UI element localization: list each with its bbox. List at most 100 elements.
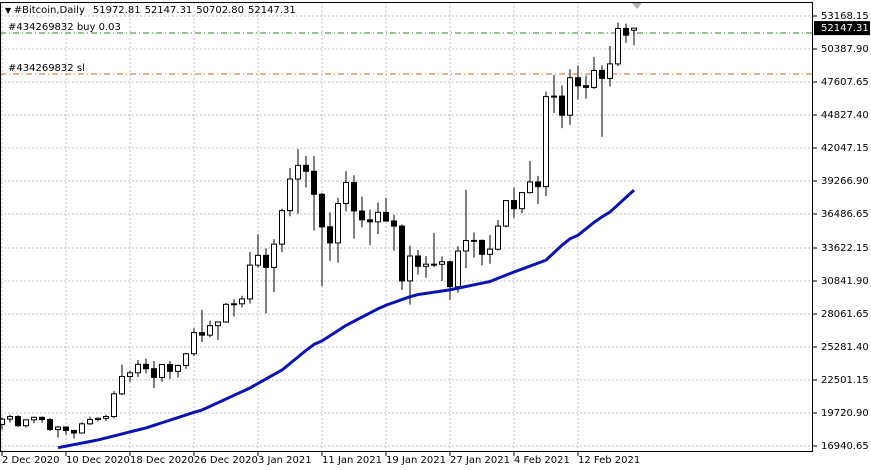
candle-body xyxy=(375,211,381,223)
y-tick-label: 22501.15 xyxy=(821,375,869,386)
high-value: 52147.31 xyxy=(145,5,193,16)
candle-body xyxy=(487,248,493,255)
menu-arrow: ▼ xyxy=(5,6,14,15)
y-tick-label: 16940.65 xyxy=(821,441,869,452)
x-tick-label: 18 Dec 2020 xyxy=(130,455,194,466)
candle-body xyxy=(7,416,13,420)
candle-body xyxy=(519,192,525,210)
candle-body xyxy=(231,303,237,306)
candle-body xyxy=(303,164,309,172)
candle-body xyxy=(455,250,461,288)
candle-body xyxy=(359,210,365,221)
price-tag: 52147.31 xyxy=(821,23,869,34)
candle-body xyxy=(135,363,141,374)
candle-body xyxy=(391,220,397,227)
candle-body xyxy=(511,200,517,210)
candle-body xyxy=(431,263,437,266)
candle-body xyxy=(263,254,269,268)
x-tick-label: 10 Dec 2020 xyxy=(66,455,130,466)
candle-body xyxy=(559,95,565,116)
candle-body xyxy=(223,303,229,323)
y-tick-label: 19720.90 xyxy=(821,408,869,419)
candle-body xyxy=(591,69,597,88)
y-tick-label: 53168.15 xyxy=(821,11,869,22)
candle-body xyxy=(215,321,221,327)
y-tick-label: 25281.40 xyxy=(821,342,869,353)
candle-body xyxy=(471,239,477,242)
candle-body xyxy=(287,178,293,212)
candle-body xyxy=(95,417,101,420)
candle-body xyxy=(63,426,69,431)
low-value: 50702.80 xyxy=(196,5,244,16)
price-tag-bg xyxy=(814,21,870,36)
order-label: #434269832 buy 0.03 xyxy=(8,22,121,33)
candle-body xyxy=(0,418,5,425)
candle-body xyxy=(503,200,509,227)
candle-body xyxy=(535,181,541,188)
candle-body xyxy=(191,332,197,355)
x-tick-label: 27 Jan 2021 xyxy=(450,455,510,466)
y-tick-label: 28061.65 xyxy=(821,309,869,320)
candle-body xyxy=(15,416,21,427)
candle-body xyxy=(143,363,149,370)
shift-marker xyxy=(632,3,642,9)
candle-body xyxy=(543,96,549,188)
candle-body xyxy=(407,255,413,282)
x-tick-label: 11 Jan 2021 xyxy=(322,455,382,466)
candle-body xyxy=(175,364,181,372)
x-tick-label: 26 Dec 2020 xyxy=(194,455,258,466)
candle-body xyxy=(439,261,445,265)
open-value: 51972.81 xyxy=(93,5,141,16)
candle-body xyxy=(567,77,573,116)
candle-body xyxy=(575,77,581,87)
candle-body xyxy=(447,261,453,288)
candle-body xyxy=(463,240,469,252)
candle-body xyxy=(23,419,29,427)
candle-body xyxy=(631,27,637,31)
plot-area: #434269832 buy 0.03 #434269832 sl xyxy=(0,22,813,450)
candle-body xyxy=(167,363,173,372)
candle-body xyxy=(31,416,37,421)
candle-body xyxy=(279,210,285,245)
x-tick-label: 4 Feb 2021 xyxy=(514,455,570,466)
candle-body xyxy=(319,193,325,228)
candle-body xyxy=(615,27,621,65)
candle-body xyxy=(71,429,77,434)
candle-body xyxy=(399,225,405,282)
candle-body xyxy=(495,225,501,250)
candle-body xyxy=(47,419,53,431)
candle-body xyxy=(367,219,373,223)
grid xyxy=(0,2,813,452)
candle-body xyxy=(327,226,333,244)
candle-body xyxy=(599,69,605,79)
candle-body xyxy=(527,181,533,194)
candle-body xyxy=(127,372,133,377)
candle-body xyxy=(311,170,317,195)
candle-body xyxy=(55,426,61,431)
candle-body xyxy=(335,203,341,244)
candle-body xyxy=(151,368,157,378)
candle-body xyxy=(479,239,485,255)
order-label: #434269832 sl xyxy=(8,63,85,74)
y-tick-label: 47607.65 xyxy=(821,77,869,88)
candle-body xyxy=(39,416,45,421)
candle-body xyxy=(583,85,589,88)
y-tick-label: 30841.90 xyxy=(821,276,869,287)
moving-average xyxy=(57,188,636,450)
candle-body xyxy=(111,393,117,417)
y-tick-label: 42047.15 xyxy=(821,143,869,154)
close-value: 52147.31 xyxy=(248,5,296,16)
x-tick-label: 2 Dec 2020 xyxy=(2,455,60,466)
x-tick-label: 3 Jan 2021 xyxy=(258,455,312,466)
candle-body xyxy=(271,243,277,268)
y-tick-label: 33622.15 xyxy=(821,243,869,254)
candle-body xyxy=(415,255,421,267)
y-tick-label: 44827.40 xyxy=(821,110,869,121)
candle-body xyxy=(159,363,165,378)
candle-body xyxy=(295,164,301,180)
candle-body xyxy=(79,423,85,434)
candle-body xyxy=(207,325,213,336)
chart-title: #Bitcoin,Daily xyxy=(14,5,85,16)
candle-body xyxy=(607,63,613,79)
